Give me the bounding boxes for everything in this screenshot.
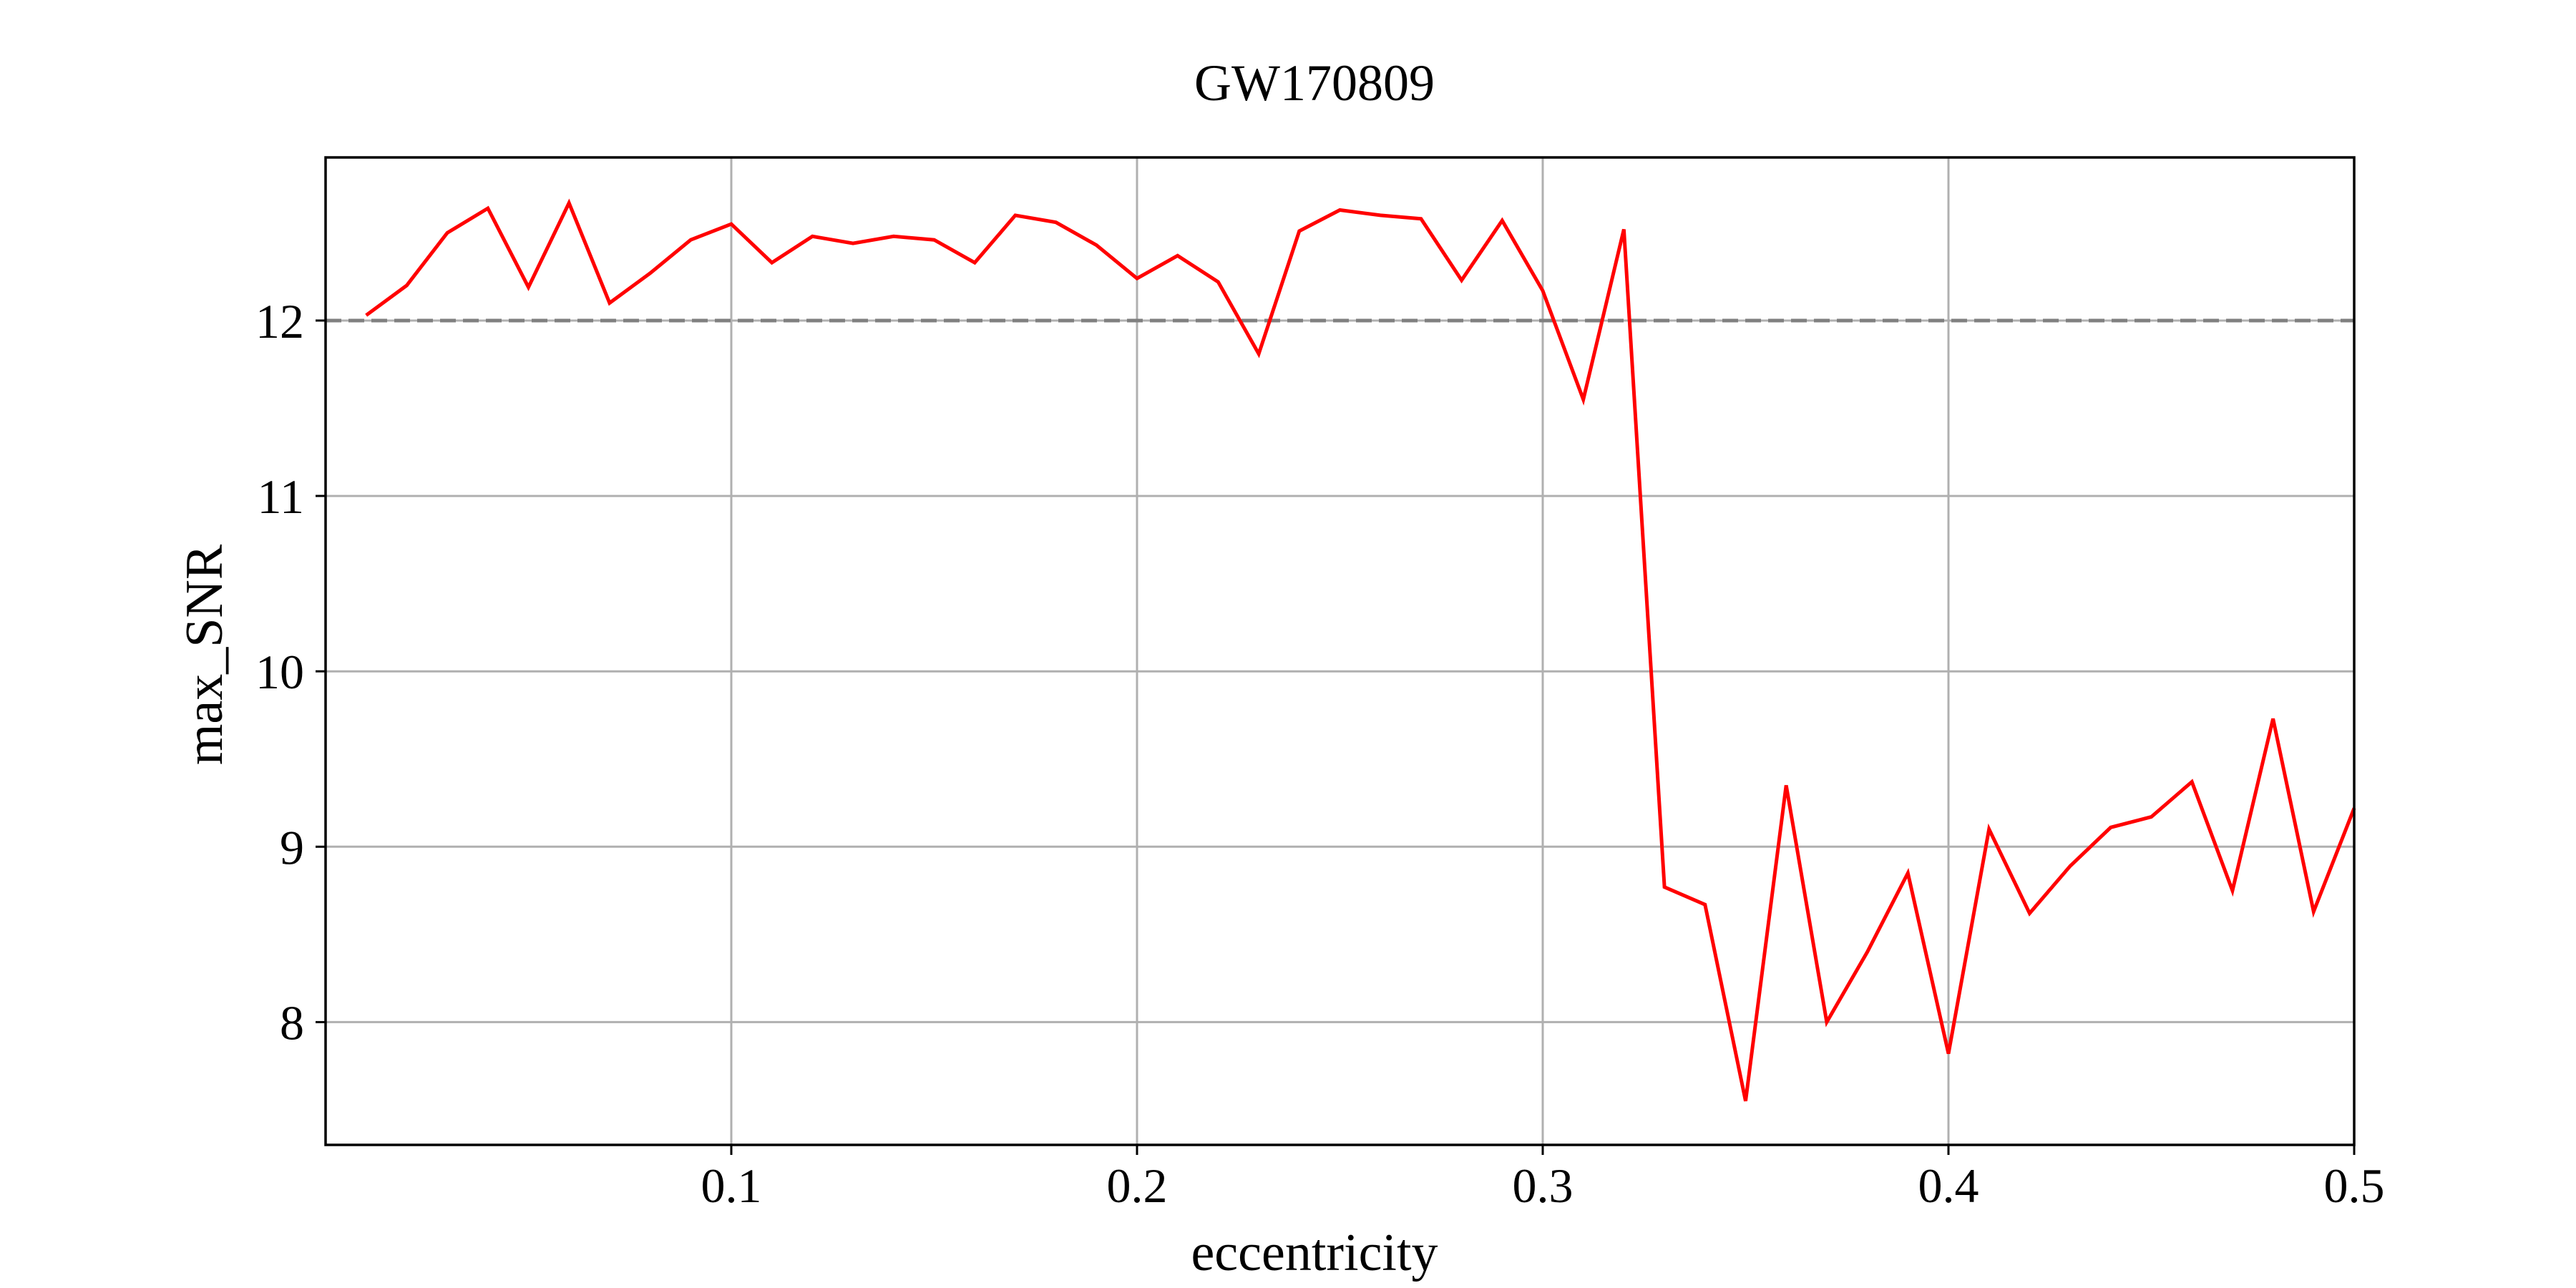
x-tick-label: 0.4 [1918,1158,1979,1213]
y-tick-label: 8 [280,995,304,1050]
series-layer [365,198,2356,1102]
tick-labels: 0.1 0.2 0.3 0.4 0.5 8 9 10 11 12 [255,294,2385,1213]
y-tick-label: 11 [258,469,304,524]
y-axis-label: max_SNR [175,544,234,765]
series-line [365,198,2356,1102]
x-tick-label: 0.5 [2324,1158,2385,1213]
x-tick-label: 0.2 [1107,1158,1168,1213]
x-tick-label: 0.3 [1513,1158,1574,1213]
y-tick-label: 10 [255,645,304,699]
y-tick-label: 9 [280,820,304,874]
plot-frame [324,156,2356,1146]
tick-marks [316,319,2356,1155]
y-tick-label: 12 [255,294,304,348]
x-tick-label: 0.1 [701,1158,762,1213]
chart-title: GW170809 [1194,54,1435,112]
x-axis-label: eccentricity [1191,1224,1438,1282]
